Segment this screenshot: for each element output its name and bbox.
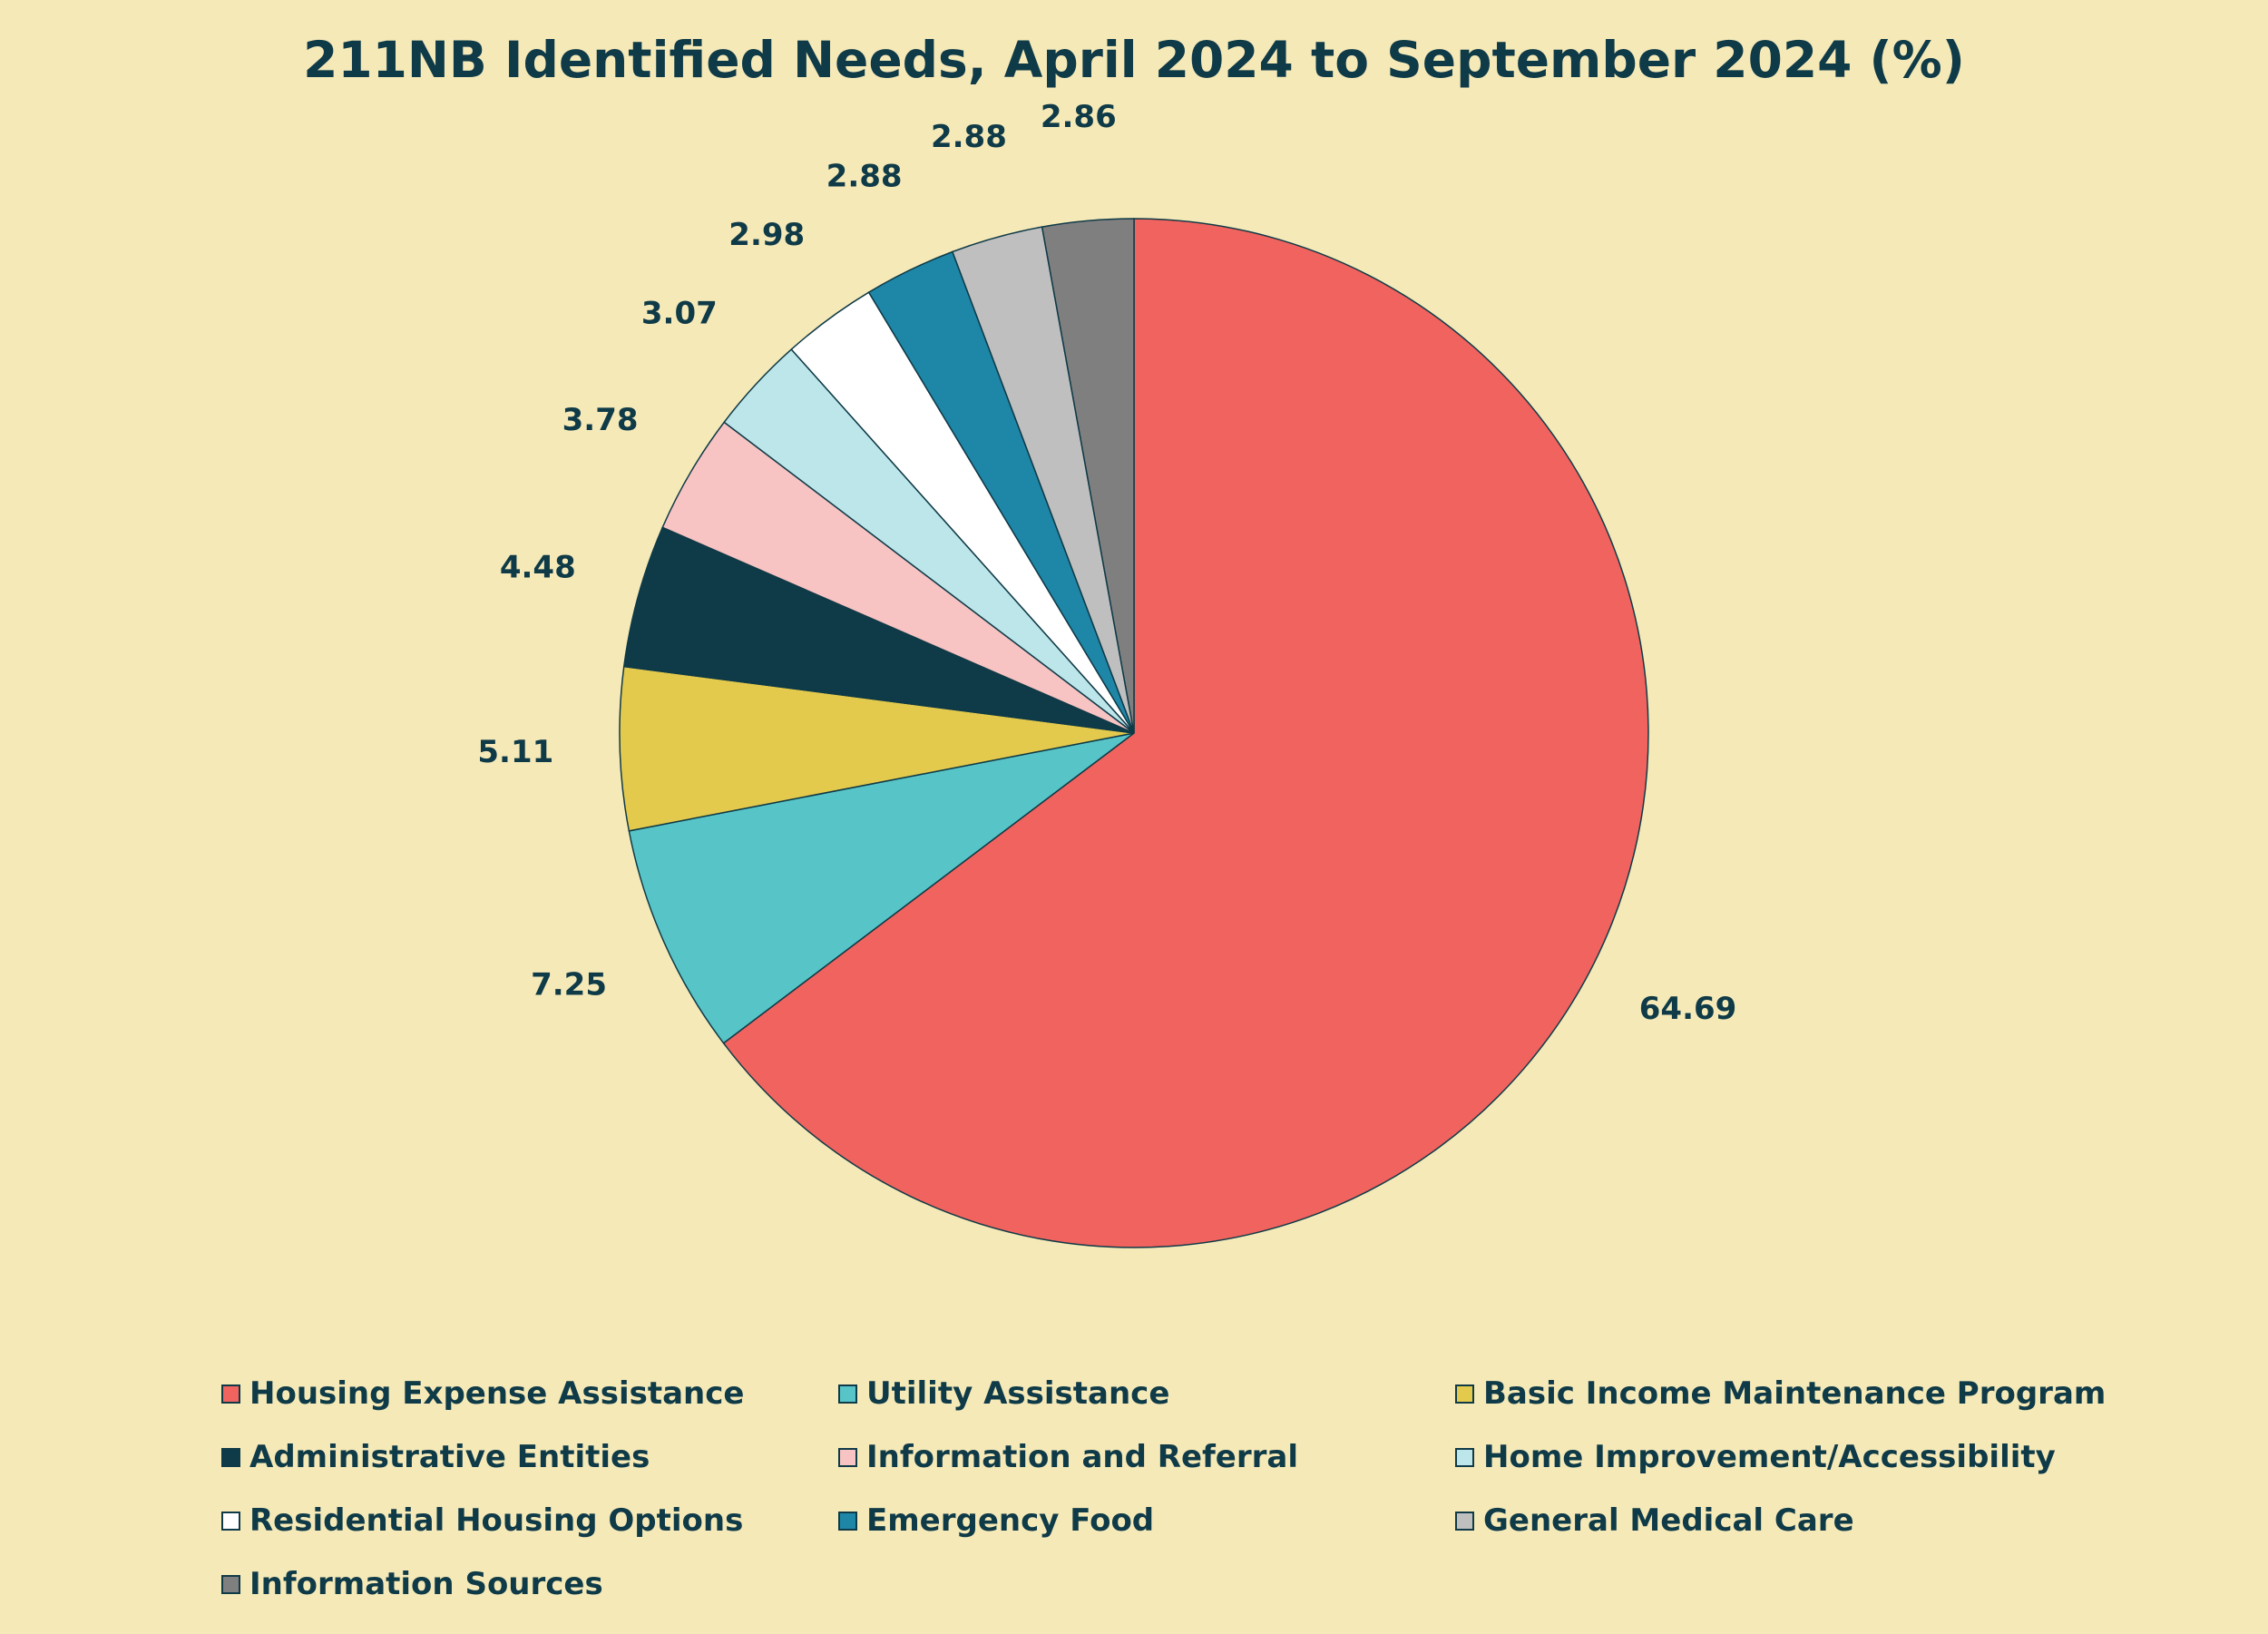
pie-slice-1 (722, 218, 1649, 1248)
legend-swatch (1455, 1447, 1474, 1467)
data-label: 2.86 (1041, 99, 1117, 135)
legend-swatch (838, 1447, 857, 1467)
legend-item: Basic Income Maintenance Program (1455, 1375, 2126, 1412)
data-label: 4.48 (500, 550, 576, 586)
legend-label: Information Sources (249, 1566, 603, 1602)
chart-title: 211NB Identified Needs, April 2024 to Se… (303, 31, 1965, 89)
legend-item: Housing Expense Assistance (221, 1375, 838, 1412)
legend-item: Emergency Food (838, 1502, 1455, 1539)
data-label: 2.88 (931, 119, 1007, 155)
legend-label: Administrative Entities (249, 1439, 650, 1475)
legend-label: General Medical Care (1483, 1502, 1854, 1539)
legend-label: Residential Housing Options (249, 1502, 744, 1539)
data-label: 5.11 (477, 734, 553, 770)
legend-label: Information and Referral (866, 1439, 1298, 1475)
pie-slice-10 (1041, 218, 1135, 734)
legend-swatch (1455, 1511, 1474, 1531)
legend-label: Emergency Food (866, 1502, 1155, 1539)
legend-swatch (221, 1447, 240, 1467)
legend-item: Administrative Entities (221, 1439, 838, 1475)
data-label: 2.88 (826, 158, 903, 194)
legend-item: Information Sources (221, 1566, 838, 1602)
data-label: 2.98 (728, 217, 805, 253)
legend-label: Housing Expense Assistance (249, 1375, 745, 1412)
data-label: 7.25 (531, 967, 607, 1003)
legend-item: Information and Referral (838, 1439, 1455, 1475)
legend-swatch (221, 1574, 240, 1594)
legend-swatch (1455, 1384, 1474, 1404)
legend-swatch (838, 1511, 857, 1531)
data-label: 64.69 (1639, 991, 1737, 1027)
legend-swatch (838, 1384, 857, 1404)
legend: Housing Expense Assistance Utility Assist… (221, 1375, 2126, 1602)
data-label: 3.78 (562, 402, 639, 438)
legend-label: Basic Income Maintenance Program (1483, 1375, 2107, 1412)
pie-slice-2 (628, 732, 1135, 1044)
legend-swatch (221, 1511, 240, 1531)
pie-slice-3 (619, 665, 1135, 832)
legend-label: Home Improvement/Accessibility (1483, 1439, 2056, 1475)
legend-item: Home Improvement/Accessibility (1455, 1439, 2126, 1475)
legend-item: General Medical Care (1455, 1502, 2126, 1539)
pie-slice-4 (622, 526, 1135, 734)
legend-swatch (221, 1384, 240, 1404)
data-label: 3.07 (641, 295, 718, 331)
legend-item: Utility Assistance (838, 1375, 1455, 1412)
legend-label: Utility Assistance (866, 1375, 1170, 1412)
legend-item: Residential Housing Options (221, 1502, 838, 1539)
